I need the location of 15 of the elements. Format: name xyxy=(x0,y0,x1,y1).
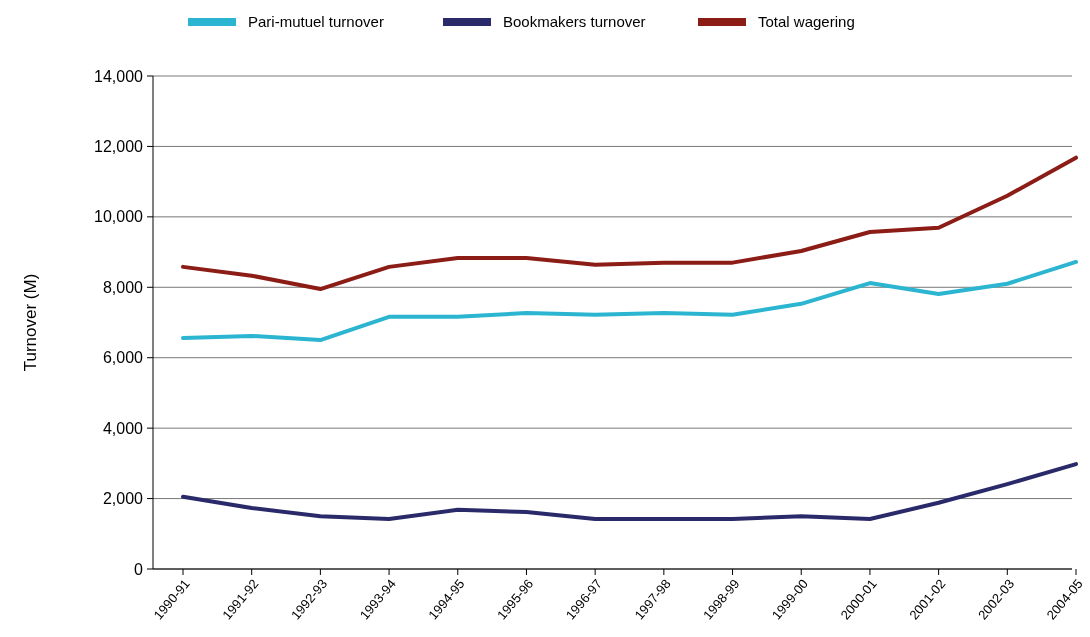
line-series xyxy=(181,155,1078,292)
y-tick-label: 2,000 xyxy=(102,490,144,508)
y-tick-label: 12,000 xyxy=(94,138,144,156)
y-axis-title: Turnover (M) xyxy=(21,273,40,372)
y-tick-label: 4,000 xyxy=(102,419,144,437)
line-series xyxy=(181,462,1078,521)
y-tick-label: 0 xyxy=(134,560,144,578)
y-tick-label: 10,000 xyxy=(94,208,144,226)
legend-label: Total wagering xyxy=(758,13,855,31)
legend-label: Bookmakers turnover xyxy=(503,13,646,31)
y-tick-label: 8,000 xyxy=(102,278,144,296)
line-series xyxy=(181,259,1078,343)
y-tick-label: 6,000 xyxy=(102,349,144,367)
y-tick-label: 14,000 xyxy=(94,67,144,85)
legend-label: Pari-mutuel turnover xyxy=(248,13,384,31)
